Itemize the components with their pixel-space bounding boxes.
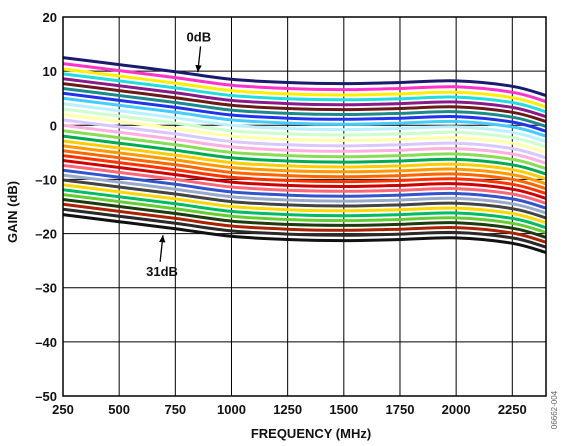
y-tick-label: –50 [35, 389, 57, 404]
series-line-28 [62, 198, 547, 239]
series-line-27 [62, 193, 547, 234]
annotations: 0dB 31dB [146, 29, 211, 278]
series-line-21 [62, 163, 547, 205]
y-tick-label: –20 [35, 227, 57, 242]
series-line-26 [62, 188, 547, 230]
x-axis-label: FREQUENCY (MHz) [251, 426, 371, 441]
annotation-label: 31dB [146, 264, 178, 279]
series-group [62, 56, 547, 254]
series-line-19 [62, 154, 547, 195]
series-line-29 [62, 202, 547, 244]
annotation-label: 0dB [187, 29, 212, 44]
series-line-18 [62, 149, 547, 191]
y-tick-label: –40 [35, 335, 57, 350]
x-tick-label: 500 [108, 402, 130, 417]
series-line-30 [62, 207, 547, 249]
series-line-7 [62, 91, 547, 133]
series-line-11 [62, 113, 547, 154]
series-line-22 [62, 168, 547, 210]
series-line-31 [62, 213, 547, 254]
x-tick-label: 1250 [273, 402, 302, 417]
x-tick-label: 750 [164, 402, 186, 417]
plot-frame [62, 16, 547, 397]
y-tick-label: 10 [43, 64, 57, 79]
series-line-5 [62, 82, 547, 123]
x-tick-label: 1500 [329, 402, 358, 417]
y-tick-label: 20 [43, 10, 57, 25]
x-tick-label: 1750 [386, 402, 415, 417]
annotation-arrow-head [159, 235, 166, 243]
x-tick-label: 250 [52, 402, 74, 417]
x-tick-label: 1000 [217, 402, 246, 417]
series-line-25 [62, 183, 547, 225]
series-line-13 [62, 123, 547, 165]
series-line-16 [62, 139, 547, 181]
series-line-23 [62, 173, 547, 215]
y-axis-label: GAIN (dB) [5, 181, 20, 243]
series-line-17 [62, 144, 547, 186]
y-tick-label: –10 [35, 172, 57, 187]
series-line-15 [62, 134, 547, 176]
series-line-1 [62, 62, 547, 103]
x-tick-label: 2250 [498, 402, 527, 417]
series-line-0 [62, 56, 547, 97]
x-tick-labels: 250 500 750 1000 1250 1500 1750 2000 2250 [52, 402, 527, 417]
series-line-24 [62, 178, 547, 220]
series-line-10 [62, 107, 547, 149]
series-line-8 [62, 96, 547, 138]
series-line-6 [62, 87, 547, 128]
y-tick-label: 0 [50, 118, 57, 133]
x-tick-label: 2000 [442, 402, 471, 417]
series-line-2 [62, 67, 547, 109]
y-tick-label: –30 [35, 281, 57, 296]
series-line-3 [62, 72, 547, 114]
series-line-20 [62, 159, 547, 200]
y-tick-labels: 20 10 0 –10 –20 –30 –40 –50 [35, 10, 57, 404]
series-line-4 [62, 77, 547, 119]
series-line-14 [62, 129, 547, 171]
series-line-12 [62, 118, 547, 160]
figure-id: 06662-004 [550, 390, 559, 429]
series-line-9 [62, 102, 547, 143]
annotation-arrow-head [195, 64, 202, 73]
